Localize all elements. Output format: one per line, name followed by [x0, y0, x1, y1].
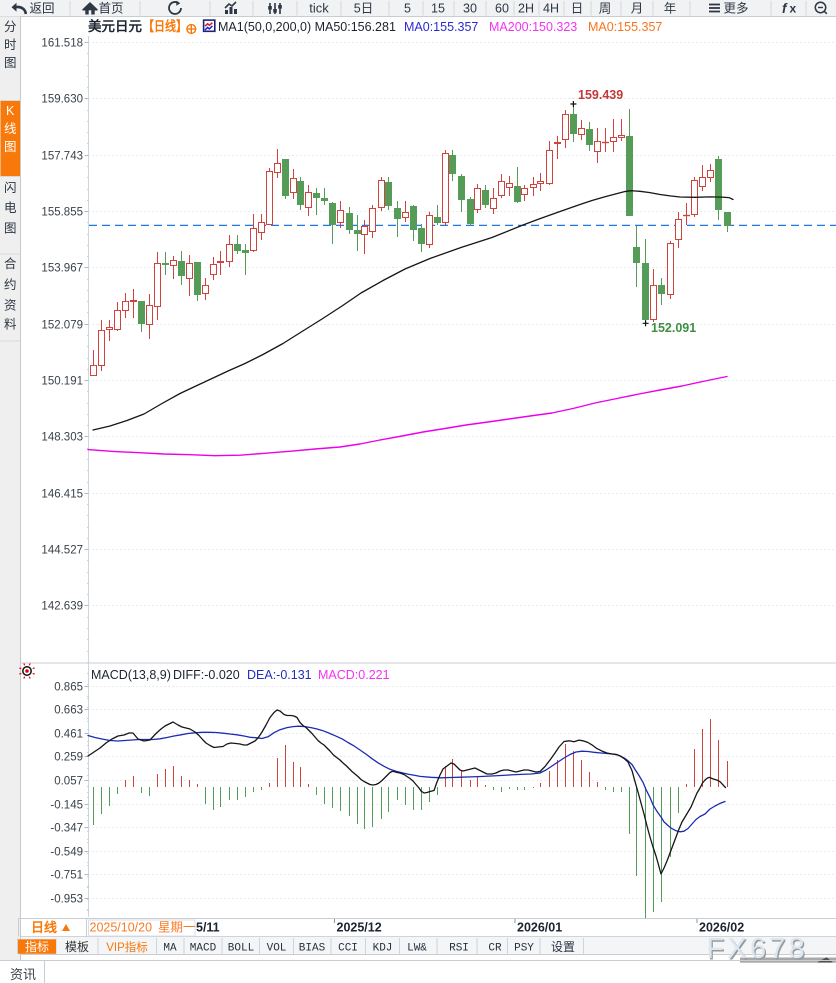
svg-text:电: 电	[4, 201, 17, 215]
svg-text:BOLL: BOLL	[228, 943, 254, 955]
svg-text:tick: tick	[309, 1, 329, 16]
svg-text:MACD: MACD	[190, 943, 217, 955]
svg-text:VIP指标: VIP指标	[106, 940, 148, 954]
svg-text:图: 图	[4, 140, 17, 154]
svg-text:返回: 返回	[29, 2, 54, 16]
svg-text:DIFF:-0.020: DIFF:-0.020	[173, 668, 240, 682]
svg-text:图: 图	[4, 222, 17, 236]
svg-text:K: K	[6, 104, 15, 118]
svg-text:KDJ: KDJ	[373, 943, 393, 955]
svg-text:MACD(13,8,9): MACD(13,8,9)	[91, 668, 171, 682]
svg-text:155.855: 155.855	[41, 207, 83, 219]
svg-text:MA1(50,0,200,0) MA50:156.281: MA1(50,0,200,0) MA50:156.281	[218, 20, 396, 34]
svg-text:60: 60	[495, 2, 509, 16]
svg-text:0.259: 0.259	[54, 752, 83, 764]
svg-text:5: 5	[404, 2, 411, 16]
svg-text:VOL: VOL	[267, 943, 287, 955]
svg-text:月: 月	[631, 2, 644, 16]
svg-text:图: 图	[4, 56, 17, 70]
svg-text:2026/01: 2026/01	[517, 921, 562, 935]
svg-text:LW&: LW&	[407, 943, 427, 955]
svg-text:FX678: FX678	[707, 933, 808, 965]
svg-text:144.527: 144.527	[41, 545, 83, 557]
svg-text:x: x	[790, 2, 797, 16]
svg-text:-0.751: -0.751	[50, 870, 83, 882]
svg-text:153.967: 153.967	[41, 263, 83, 275]
svg-text:5日: 5日	[354, 2, 373, 16]
svg-text:-0.347: -0.347	[50, 823, 83, 835]
svg-text:MA200:150.323: MA200:150.323	[489, 20, 577, 34]
svg-text:星期一: 星期一	[158, 921, 196, 935]
svg-text:2025/10/20: 2025/10/20	[90, 921, 153, 935]
svg-text:时: 时	[4, 38, 17, 52]
svg-text:RSI: RSI	[449, 943, 469, 955]
svg-text:约: 约	[4, 277, 17, 292]
svg-text:线: 线	[4, 122, 17, 136]
svg-text:【日线】: 【日线】	[143, 18, 187, 34]
svg-text:更多: 更多	[723, 2, 748, 16]
svg-text:0.057: 0.057	[54, 776, 83, 788]
svg-text:150.191: 150.191	[41, 376, 83, 388]
svg-text:0.865: 0.865	[54, 682, 83, 694]
svg-text:152.079: 152.079	[41, 320, 83, 332]
svg-text:分: 分	[4, 20, 17, 34]
svg-text:-0.953: -0.953	[50, 894, 83, 906]
svg-text:模板: 模板	[65, 940, 89, 954]
svg-text:2H: 2H	[518, 2, 534, 16]
svg-text:152.091: 152.091	[651, 321, 696, 335]
svg-text:159.630: 159.630	[41, 94, 83, 106]
svg-text:MA0:155.357: MA0:155.357	[404, 20, 478, 34]
svg-text:142.639: 142.639	[41, 601, 83, 613]
svg-text:2026/02: 2026/02	[699, 921, 744, 935]
svg-text:15: 15	[431, 2, 445, 16]
svg-text:MA: MA	[163, 943, 177, 955]
svg-text:159.439: 159.439	[578, 88, 623, 102]
svg-text:MACD:0.221: MACD:0.221	[318, 668, 390, 682]
svg-text:5/11: 5/11	[196, 921, 220, 935]
svg-text:f: f	[782, 1, 788, 16]
svg-text:料: 料	[4, 318, 17, 332]
svg-text:CR: CR	[488, 943, 502, 955]
svg-text:闪: 闪	[4, 181, 17, 195]
svg-text:日: 日	[571, 2, 584, 16]
svg-text:0.663: 0.663	[54, 705, 83, 717]
svg-text:161.518: 161.518	[41, 38, 83, 50]
svg-text:周: 周	[599, 2, 612, 16]
svg-text:148.303: 148.303	[41, 432, 83, 444]
svg-text:BIAS: BIAS	[299, 943, 326, 955]
svg-text:日线: 日线	[31, 920, 57, 935]
svg-text:DEA:-0.131: DEA:-0.131	[247, 668, 312, 682]
svg-text:-0.145: -0.145	[50, 800, 83, 812]
svg-text:首页: 首页	[98, 2, 123, 16]
svg-text:年: 年	[664, 2, 677, 16]
svg-text:PSY: PSY	[514, 943, 534, 955]
svg-text:资讯: 资讯	[10, 967, 36, 982]
svg-text:0.461: 0.461	[54, 729, 83, 741]
svg-text:合: 合	[4, 256, 17, 271]
svg-text:美元日元: 美元日元	[88, 18, 142, 34]
svg-text:CCI: CCI	[338, 943, 358, 955]
svg-text:MA0:155.357: MA0:155.357	[588, 20, 662, 34]
svg-text:指标: 指标	[25, 939, 49, 954]
svg-text:设置: 设置	[551, 940, 575, 954]
svg-text:资: 资	[4, 299, 17, 313]
svg-text:146.415: 146.415	[41, 489, 83, 501]
svg-text:157.743: 157.743	[41, 151, 83, 163]
svg-text:2025/12: 2025/12	[337, 921, 382, 935]
svg-text:4H: 4H	[543, 2, 559, 16]
svg-text:30: 30	[463, 2, 477, 16]
svg-text:-0.549: -0.549	[50, 847, 83, 859]
